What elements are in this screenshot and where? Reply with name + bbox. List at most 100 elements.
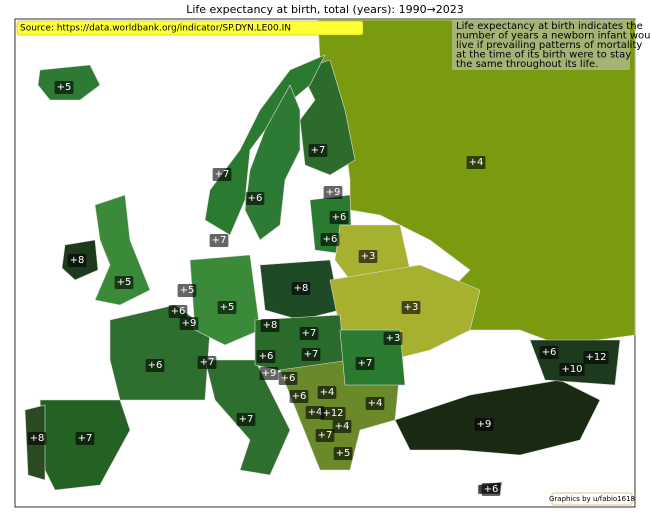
label-box — [320, 407, 346, 420]
label-box — [259, 367, 279, 380]
label-box — [67, 254, 87, 267]
region-label: +6 — [281, 373, 296, 384]
label-box — [217, 301, 237, 314]
region-label: +7 — [200, 357, 215, 368]
region-label: +9 — [477, 419, 492, 430]
credit: Graphics by u/fabio1618 — [549, 495, 635, 503]
note-line: number of years a newborn infant would — [456, 31, 650, 42]
region-label: +6 — [542, 347, 557, 358]
region-label: +4 — [308, 407, 323, 418]
label-box — [383, 332, 403, 345]
region-label: +9 — [326, 187, 341, 198]
label-box — [177, 284, 197, 297]
label-box — [301, 348, 321, 361]
region-label: +4 — [335, 421, 350, 432]
title: Life expectancy at birth, total (years):… — [186, 3, 464, 16]
region-label: +4 — [368, 398, 383, 409]
label-box — [583, 351, 609, 364]
label-box — [299, 327, 319, 340]
region-label: +12 — [585, 352, 606, 363]
region-label: +5 — [220, 302, 235, 313]
label-box — [305, 406, 325, 419]
label-box — [466, 156, 486, 169]
region-label: +9 — [262, 368, 277, 379]
region-label: +3 — [404, 302, 419, 313]
region-label: +3 — [386, 333, 401, 344]
region-label: +6 — [259, 351, 274, 362]
region-label: +8 — [30, 433, 45, 444]
region-label: +4 — [320, 387, 335, 398]
label-box — [308, 144, 328, 157]
region-label: +7 — [215, 169, 230, 180]
region-label: +6 — [323, 234, 338, 245]
label-box — [474, 418, 494, 431]
label-box — [332, 420, 352, 433]
label-box — [114, 276, 134, 289]
label-box — [329, 211, 349, 224]
label-box — [75, 432, 95, 445]
note-line: the same throughout its life. — [456, 59, 598, 70]
source: Source: https://data.worldbank.org/indic… — [20, 24, 291, 34]
label-box — [256, 350, 276, 363]
label-box — [365, 397, 385, 410]
label-box — [197, 356, 217, 369]
region-label: +7 — [212, 235, 227, 246]
region-label: +6 — [248, 193, 263, 204]
label-box — [179, 317, 199, 330]
region-label: +10 — [561, 364, 582, 375]
region-label: +5 — [57, 82, 72, 93]
label-box — [315, 429, 335, 442]
region-label: +6 — [292, 391, 307, 402]
credit-box — [551, 492, 633, 506]
label-box — [209, 234, 229, 247]
label-box — [278, 372, 298, 385]
region-label: +7 — [311, 145, 326, 156]
region — [94, 194, 151, 306]
region-label: +5 — [180, 285, 195, 296]
region-label: +7 — [302, 328, 317, 339]
region-label: +4 — [469, 157, 484, 168]
region-label: +7 — [239, 414, 254, 425]
region — [394, 379, 601, 456]
region-label: +7 — [318, 430, 333, 441]
label-box — [236, 413, 256, 426]
label-box — [358, 250, 378, 263]
region-label: +8 — [263, 320, 278, 331]
label-box — [539, 346, 559, 359]
label-box — [481, 483, 501, 496]
source-box — [16, 20, 364, 36]
label-box — [27, 432, 47, 445]
note-line: Life expectancy at birth indicates the — [456, 21, 643, 32]
note-box — [452, 20, 630, 70]
note: Life expectancy at birth indicates thenu… — [456, 21, 650, 70]
region-label: +12 — [322, 408, 343, 419]
region — [189, 254, 261, 346]
label-box — [317, 386, 337, 399]
region-label: +9 — [182, 318, 197, 329]
region-label: +7 — [78, 433, 93, 444]
region-label: +7 — [304, 349, 319, 360]
labels: +5+7+4 +7+6+9 +6+7 +6 +8 +3+5 +8+5+6 +9+5 +… — [27, 81, 609, 496]
region-label: +5 — [117, 277, 132, 288]
region-label: +3 — [361, 251, 376, 262]
region-label: +6 — [148, 360, 163, 371]
region-label: +8 — [70, 255, 85, 266]
region-label: +7 — [358, 358, 373, 369]
label-box — [355, 357, 375, 370]
label-box — [212, 168, 232, 181]
region-label: +6 — [332, 212, 347, 223]
region-label: +8 — [294, 283, 309, 294]
label-box — [333, 447, 353, 460]
region-label: +6 — [484, 484, 499, 495]
region-label: +6 — [171, 306, 186, 317]
label-box — [260, 319, 280, 332]
label-box — [245, 192, 265, 205]
label-box — [168, 305, 188, 318]
label-box — [320, 233, 340, 246]
label-box — [54, 81, 74, 94]
label-box — [323, 186, 343, 199]
note-line: at the time of its birth were to stay — [456, 50, 631, 61]
label-box — [401, 301, 421, 314]
label-box — [289, 390, 309, 403]
